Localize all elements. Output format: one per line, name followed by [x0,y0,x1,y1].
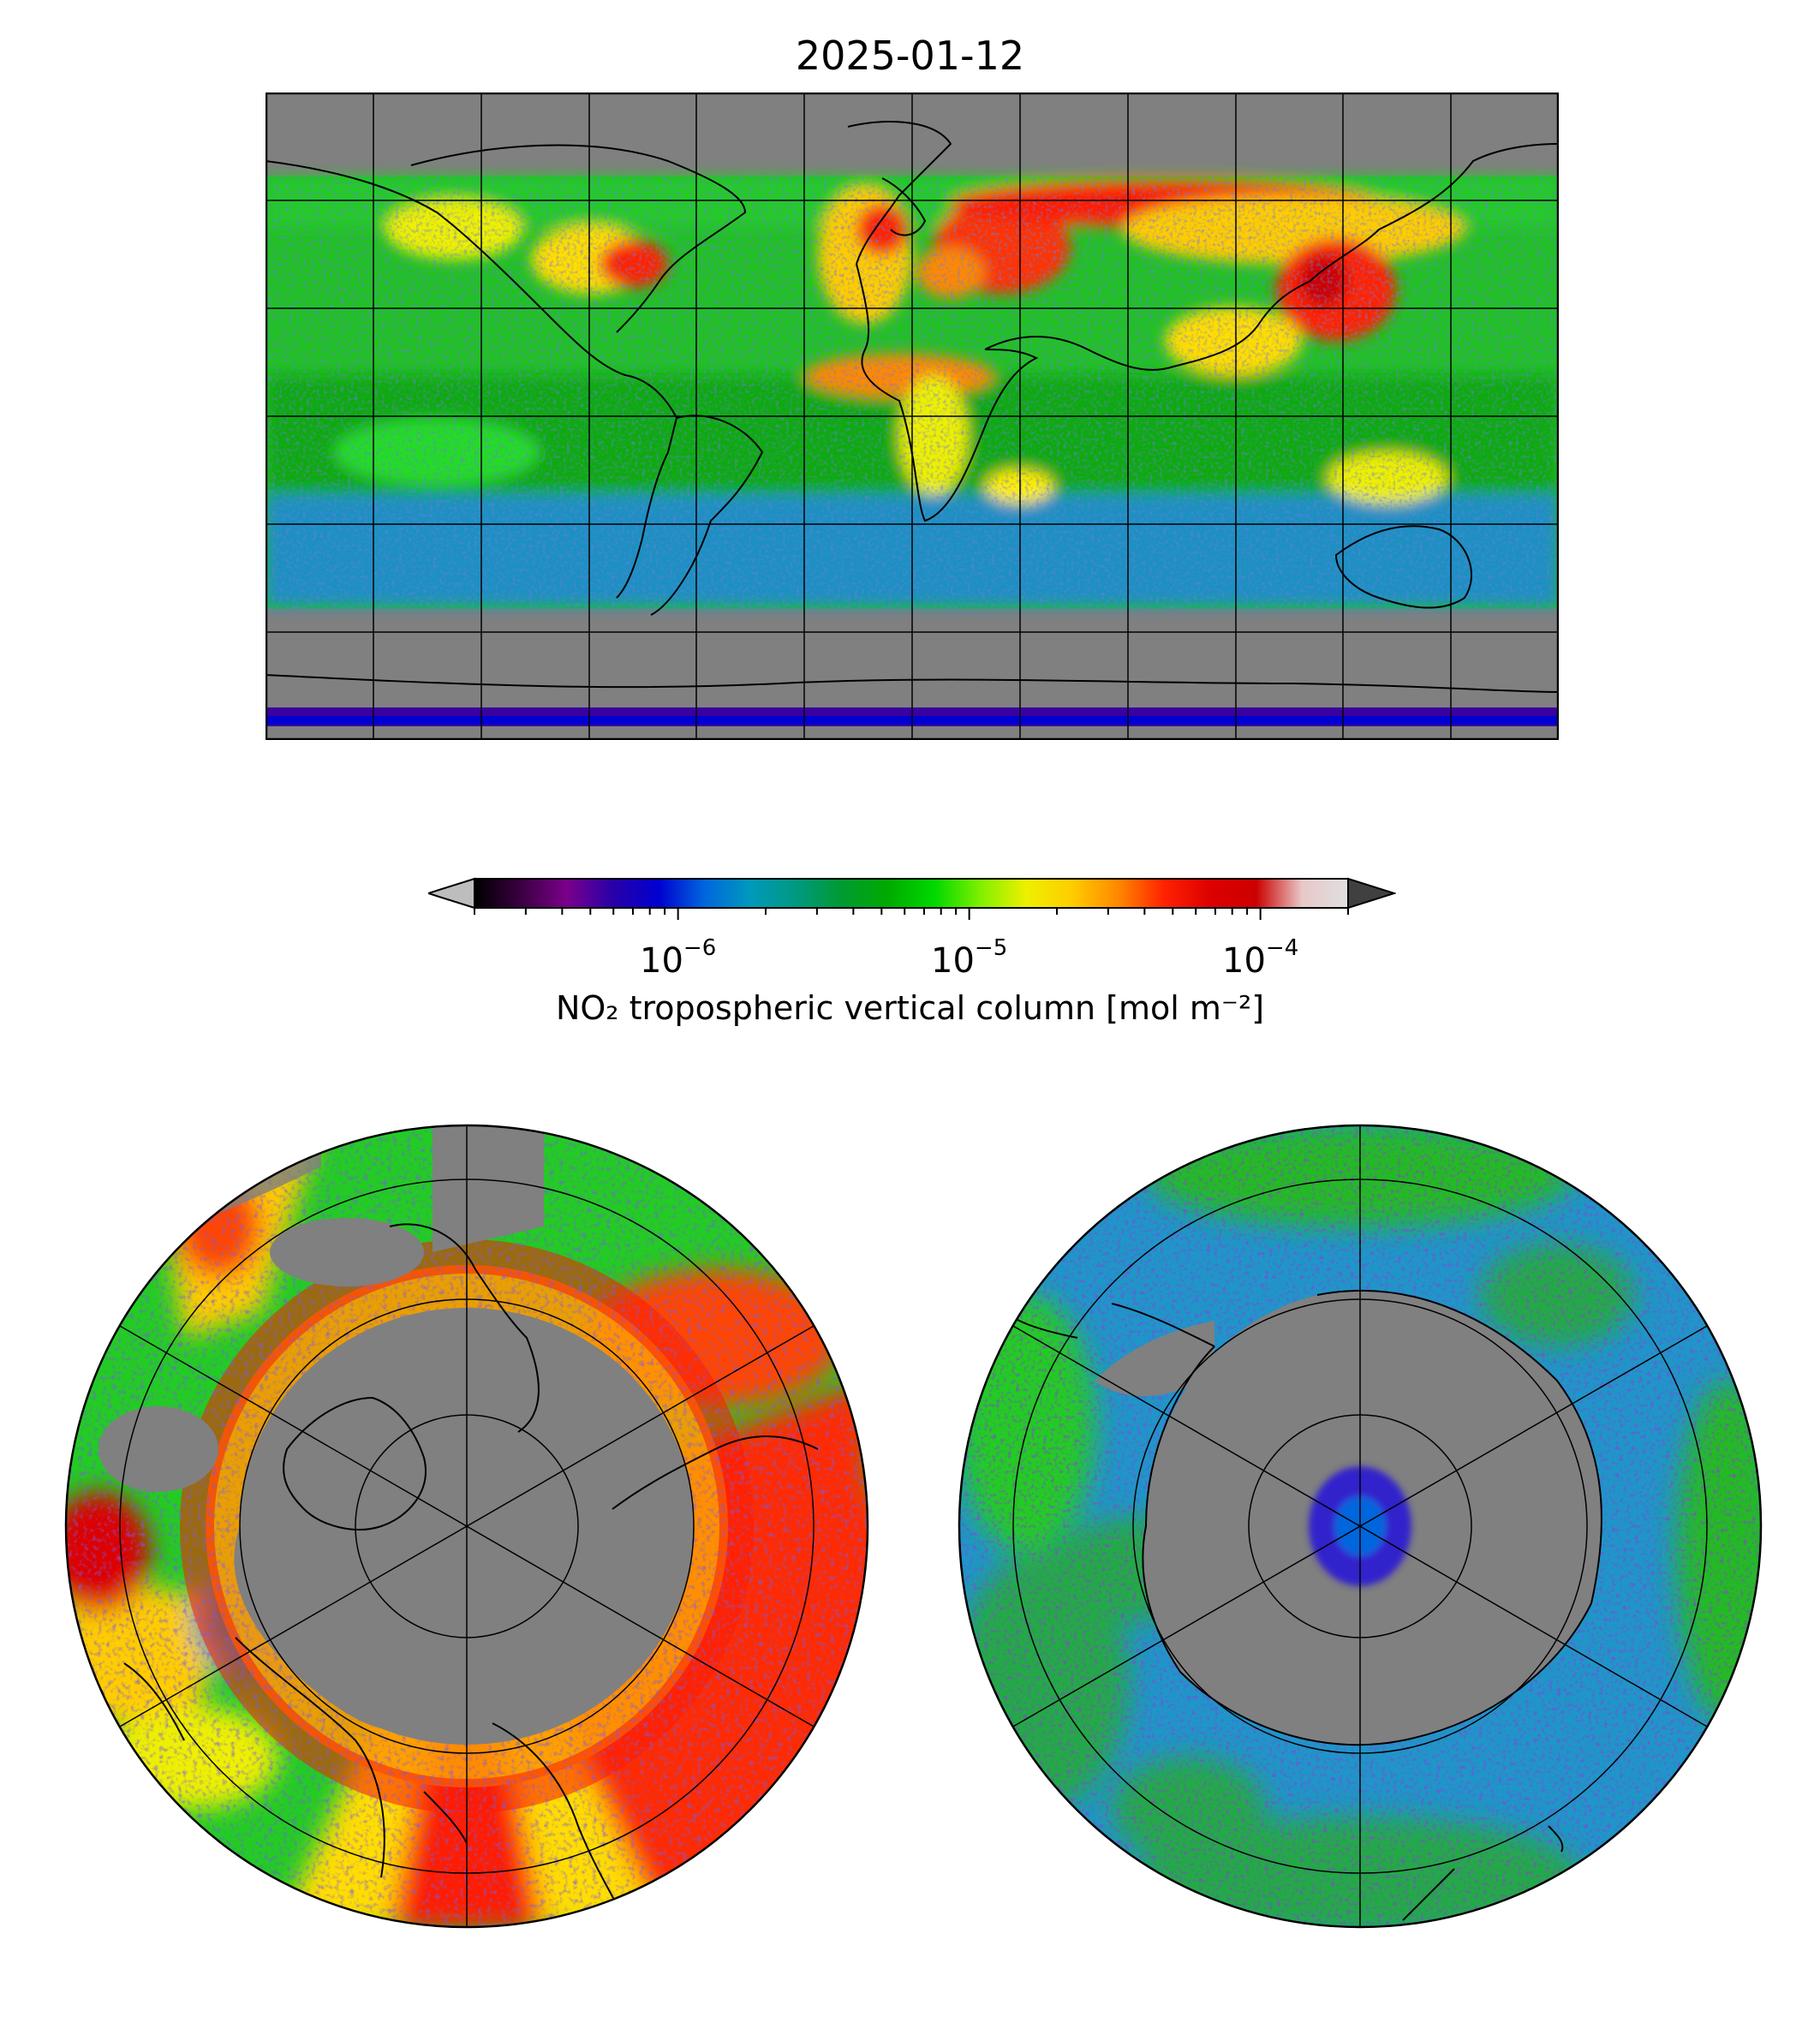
no2-field-world [266,92,1559,740]
figure-title: 2025-01-12 [795,33,1025,79]
world-map [266,92,1559,740]
gridlines-world [266,92,1559,740]
colorbar-body [474,878,1349,909]
no2-field-south [959,1125,1761,1927]
colorbar-tick-label-1e-5: 10−5 [931,935,1008,981]
gridlines-south [1011,1125,1710,1927]
gridlines-north [117,1125,816,1927]
colorbar [428,877,1396,920]
colorbar-under-extension [428,877,475,910]
colorbar-label: NO₂ tropospheric vertical column [mol m⁻… [555,989,1265,1027]
no2-field-north [66,1125,868,1927]
south-polar-map [958,1124,1763,1929]
coastlines-world [266,121,1559,693]
colorbar-tick-label-1e-6: 10−6 [640,935,717,981]
colorbar-tick-label-1e-4: 10−4 [1222,935,1299,981]
coastlines-north [123,1223,819,1927]
colorbar-over-extension [1347,877,1396,910]
north-polar-map [64,1124,869,1929]
